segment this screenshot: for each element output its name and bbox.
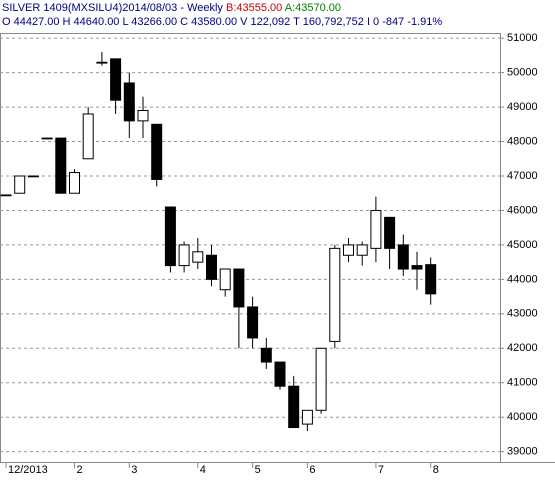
x-tick-label: 7	[378, 464, 384, 476]
x-tick-label: 4	[200, 464, 206, 476]
candle-body	[274, 361, 286, 387]
candle-body	[164, 206, 176, 267]
candle-body	[41, 137, 53, 140]
candle-body	[343, 244, 354, 256]
y-tick-label: 50000	[507, 67, 538, 79]
candle-body	[411, 265, 423, 270]
summary: O 44427.00 H 44640.00 L 43266.00 C 43580…	[2, 16, 442, 28]
ask: A:43570.00	[285, 2, 341, 14]
y-tick-label: 42000	[507, 342, 538, 354]
y-tick-label: 43000	[507, 308, 538, 320]
chart-title: SILVER 1409(MXSILU4)2014/08/03 - Weekly	[2, 2, 223, 14]
candle-body	[137, 110, 149, 122]
candle-body	[206, 254, 217, 280]
candle-body	[329, 247, 341, 342]
candle-body	[82, 113, 94, 160]
y-tick-label: 49000	[507, 101, 538, 113]
y-tick-label: 39000	[507, 446, 538, 458]
candle-body	[178, 244, 190, 267]
candle-body	[219, 268, 231, 291]
candle-body	[425, 264, 437, 295]
x-tick-label: 5	[255, 464, 261, 476]
chart-header-1: SILVER 1409(MXSILU4)2014/08/03 - Weekly …	[2, 2, 341, 14]
y-tick-label: 51000	[507, 32, 538, 44]
candle-body	[247, 306, 259, 339]
x-tick-label: 6	[309, 464, 315, 476]
candle-body	[0, 194, 12, 197]
candle-body	[384, 216, 396, 249]
candle-body	[27, 175, 39, 178]
candle-body	[151, 123, 163, 180]
candle-body	[288, 385, 300, 429]
candle-body	[69, 172, 80, 194]
candle-body	[96, 61, 108, 64]
y-tick-label: 48000	[507, 135, 538, 147]
candle-body	[192, 251, 204, 263]
candle-body	[14, 175, 26, 194]
candle-body	[110, 58, 122, 101]
candle-body	[55, 137, 67, 194]
x-tick-label: 12/2013	[8, 464, 48, 476]
y-tick-label: 41000	[507, 377, 538, 389]
candle-body	[260, 347, 272, 363]
y-tick-label: 46000	[507, 204, 538, 216]
y-tick-label: 44000	[507, 273, 538, 285]
candle-body	[315, 347, 327, 411]
candle-body	[123, 82, 135, 122]
bid: B:43555.00	[226, 2, 282, 14]
x-tick-label: 3	[131, 464, 137, 476]
candle-body	[397, 244, 409, 270]
y-tick-label: 45000	[507, 239, 538, 251]
candle-body	[233, 268, 245, 308]
y-tick-label: 40000	[507, 411, 538, 423]
candle-body	[356, 244, 368, 256]
x-tick-label: 8	[433, 464, 439, 476]
candle-body	[370, 209, 382, 249]
candle-body	[301, 409, 313, 425]
y-tick-label: 47000	[507, 170, 538, 182]
x-tick-label: 2	[77, 464, 83, 476]
